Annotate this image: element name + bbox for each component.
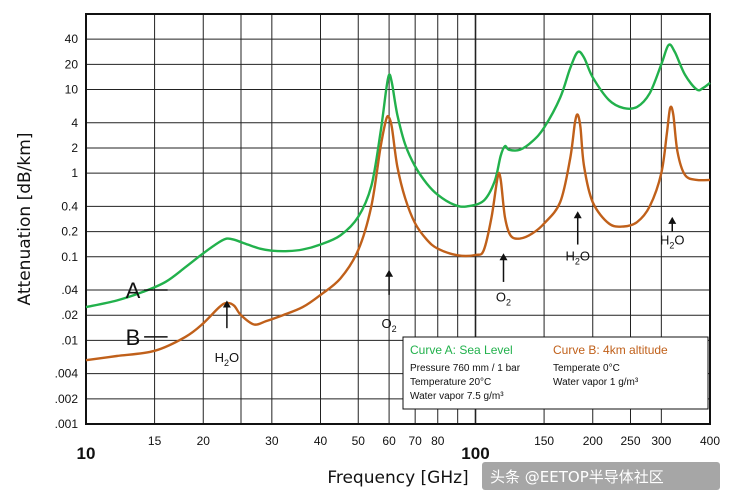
y-tick-label: .02 (61, 308, 78, 322)
y-tick-label: 4 (71, 116, 78, 130)
legend-a-line-3: Water vapor 7.5 g/m³ (410, 391, 504, 402)
y-tick-label: .01 (61, 333, 78, 347)
plot-frame (85, 13, 711, 425)
x-tick-label: 15 (148, 434, 162, 448)
y-tick-label: 2 (71, 141, 78, 155)
y-tick-label: 0.4 (61, 199, 78, 213)
curve-label-b: B (126, 325, 141, 350)
x-tick-label: 80 (431, 434, 445, 448)
legend-a-title: Curve A: Sea Level (410, 343, 513, 357)
y-tick-label: 0.1 (61, 250, 78, 264)
legend-b-line-1: Temperate 0°C (553, 363, 620, 374)
annotation-label: H2O (660, 233, 685, 251)
x-tick-label: 400 (700, 434, 720, 448)
x-tick-label: 20 (197, 434, 211, 448)
y-tick-label: 10 (65, 83, 79, 97)
y-tick-label: .001 (55, 417, 79, 431)
x-tick-label: 50 (352, 434, 366, 448)
x-tick-label: 150 (534, 434, 554, 448)
watermark: 头条 @EETOP半导体社区 (482, 462, 720, 490)
annotation-arrowhead (499, 253, 508, 261)
y-tick-label: .002 (55, 392, 79, 406)
series-group (85, 43, 711, 362)
series-line-b (85, 105, 711, 362)
x-tick-label: 300 (651, 434, 671, 448)
x-tick-label: 70 (408, 434, 422, 448)
x-tick-label: 40 (314, 434, 328, 448)
legend-a-line-1: Pressure 760 mm / 1 bar (410, 363, 521, 374)
series-line-a (85, 43, 711, 309)
annotation-arrowhead (222, 300, 231, 308)
annotation-label: H2O (565, 249, 590, 267)
annotation-label: H2O (215, 350, 240, 368)
annotation-arrowhead (385, 269, 394, 277)
y-tick-label: 1 (71, 166, 78, 180)
y-tick-label: 40 (65, 32, 79, 46)
y-tick-label: .04 (61, 283, 78, 297)
legend-b-line-2: Water vapor 1 g/m³ (553, 377, 639, 388)
x-axis-title: Frequency [GHz] (327, 468, 468, 488)
x-tick-label: 30 (265, 434, 279, 448)
legend-a-line-2: Temperature 20°C (410, 377, 491, 388)
legend-b-title: Curve B: 4km altitude (553, 343, 668, 357)
legend-box (402, 336, 709, 410)
y-axis-title: Attenuation [dB/km] (15, 133, 35, 306)
x-tick-label-major: 10 (77, 444, 96, 463)
svg-text:头条 @EETOP半导体社区: 头条 @EETOP半导体社区 (490, 468, 664, 486)
x-tick-label-major: 100 (461, 444, 489, 463)
x-tick-label: 200 (583, 434, 603, 448)
curve-label-a: A (126, 278, 141, 303)
x-tick-label: 60 (382, 434, 396, 448)
annotation-arrowhead (668, 216, 677, 224)
legend: Curve A: Sea Level Pressure 760 mm / 1 b… (402, 336, 709, 410)
y-tick-label: .004 (55, 367, 79, 381)
annotation-arrowhead (573, 211, 582, 219)
x-tick-label: 250 (620, 434, 640, 448)
tick-labels: .001 .002 .004 .01 .02 .04 0.1 0.2 0.4 1 2 4 10 20 40 1… (55, 32, 721, 463)
y-tick-label: 20 (65, 57, 79, 71)
y-tick-label: 0.2 (61, 225, 78, 239)
